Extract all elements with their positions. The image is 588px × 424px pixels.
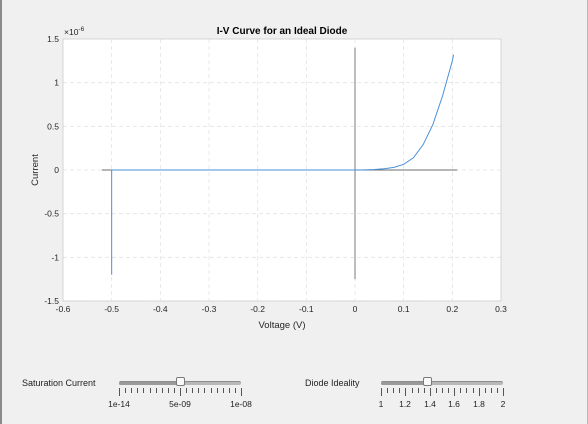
x-tick-label: 0.1 xyxy=(398,304,410,314)
slider-tick-mark xyxy=(161,388,163,393)
y-tick-label: -1.5 xyxy=(44,296,59,306)
slider-tick-mark xyxy=(167,388,169,393)
slider-tick-mark xyxy=(137,388,139,393)
slider-tick-mark xyxy=(484,388,486,393)
slider-tick-mark xyxy=(435,388,437,393)
slider-tick-mark xyxy=(149,388,151,393)
slider-tick-mark xyxy=(442,388,443,393)
data-series xyxy=(111,54,455,275)
ideality-slider-ticks xyxy=(381,388,504,396)
ideality-tick-label: 2 xyxy=(500,399,506,409)
slider-tick-mark xyxy=(478,388,480,396)
slider-tick-mark xyxy=(466,388,468,393)
x-tick-label: 0 xyxy=(353,304,358,314)
slider-tick-mark xyxy=(173,388,175,393)
slider-tick-mark xyxy=(503,388,504,396)
y-exponent-power: -6 xyxy=(78,26,84,33)
slider-tick-mark xyxy=(490,388,492,393)
y-axis-label: Current xyxy=(30,154,41,186)
slider-tick-mark xyxy=(496,388,498,393)
y-tick-label: 0.5 xyxy=(47,121,59,131)
slider-tick-mark xyxy=(405,388,407,396)
slider-tick-mark xyxy=(399,388,401,393)
x-tick-labels: -0.6 -0.5 -0.4 -0.3 -0.2 -0.1 0 0.1 0.2 0.3 xyxy=(56,304,508,314)
ideality-tick-label: 1.8 xyxy=(473,399,485,409)
slider-tick-mark xyxy=(472,388,474,393)
slider-tick-mark xyxy=(119,388,120,396)
y-tick-label: 0 xyxy=(54,165,59,175)
y-tick-label: 1 xyxy=(54,78,59,88)
y-exponent-base: ×10 xyxy=(64,27,79,37)
x-tick-label: 0.2 xyxy=(446,304,458,314)
slider-tick-mark xyxy=(387,388,389,393)
slider-tick-mark xyxy=(228,388,230,393)
plot-box xyxy=(62,38,502,302)
slider-tick-mark xyxy=(210,388,212,393)
slider-tick-mark xyxy=(381,388,382,396)
saturation-tick-label: 1e-08 xyxy=(230,399,252,409)
saturation-slider-fill xyxy=(119,382,180,385)
slider-tick-mark xyxy=(155,388,157,393)
slider-tick-mark xyxy=(180,388,181,396)
ideality-tick-label: 1 xyxy=(378,399,384,409)
slider-tick-mark xyxy=(234,388,236,393)
slider-tick-mark xyxy=(448,388,450,393)
ideality-slider-thumb[interactable] xyxy=(422,377,432,386)
slider-tick-mark xyxy=(417,388,419,393)
slider-tick-mark xyxy=(393,388,395,393)
x-tick-label: -0.2 xyxy=(250,304,265,314)
iv-series-line xyxy=(111,54,455,275)
x-tick-label: -0.3 xyxy=(202,304,217,314)
slider-tick-mark xyxy=(241,388,242,396)
saturation-current-label: Saturation Current xyxy=(22,378,96,388)
y-tick-label: -1 xyxy=(51,252,59,262)
saturation-slider-thumb[interactable] xyxy=(175,377,185,386)
chart-title: I-V Curve for an Ideal Diode xyxy=(217,26,348,37)
x-tick-label: -0.4 xyxy=(153,304,168,314)
slider-tick-mark xyxy=(204,388,206,393)
x-tick-label: -0.6 xyxy=(56,304,71,314)
slider-tick-mark xyxy=(222,388,224,393)
x-tick-label: -0.5 xyxy=(104,304,119,314)
slider-tick-mark xyxy=(411,388,413,393)
slider-tick-mark xyxy=(143,388,145,393)
diode-ideality-slider[interactable] xyxy=(381,381,503,385)
slider-tick-mark xyxy=(216,388,218,393)
slider-tick-mark xyxy=(186,388,188,393)
saturation-tick-label: 5e-09 xyxy=(169,399,191,409)
y-exponent-label: ×10-6 xyxy=(64,26,85,37)
x-tick-label: 0.3 xyxy=(495,304,507,314)
y-tick-label: 1.5 xyxy=(47,34,59,44)
saturation-slider-ticks xyxy=(119,388,242,396)
ideality-slider-fill xyxy=(381,382,428,385)
slider-tick-mark xyxy=(423,388,425,393)
slider-tick-mark xyxy=(198,388,200,393)
ideality-tick-label: 1.2 xyxy=(399,399,411,409)
saturation-tick-label: 1e-14 xyxy=(108,399,130,409)
slider-tick-mark xyxy=(429,388,431,396)
slider-tick-mark xyxy=(192,388,194,393)
slider-tick-mark xyxy=(460,388,462,393)
ideality-tick-label: 1.6 xyxy=(448,399,460,409)
y-tick-labels: -1.5 -1 -0.5 0 0.5 1 1.5 xyxy=(44,34,59,306)
diode-ideality-label: Diode Ideality xyxy=(305,378,360,388)
slider-tick-mark xyxy=(454,388,456,396)
y-tick-label: -0.5 xyxy=(44,209,59,219)
window-left-edge xyxy=(0,0,2,424)
x-tick-label: -0.1 xyxy=(299,304,314,314)
ideality-tick-label: 1.4 xyxy=(424,399,436,409)
slider-tick-mark xyxy=(125,388,127,393)
slider-tick-mark xyxy=(131,388,133,393)
x-axis-label: Voltage (V) xyxy=(259,320,306,331)
